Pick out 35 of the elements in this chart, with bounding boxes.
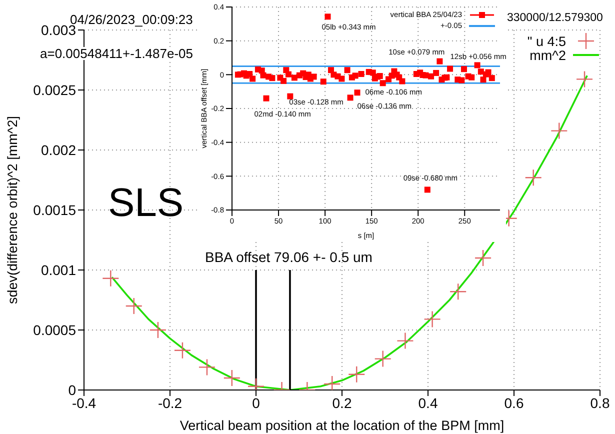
y-tick-label: 0.001 [40, 262, 76, 278]
y-axis-title: sdev(difference orbit)^2 [mm^2] [4, 116, 20, 304]
point [348, 366, 366, 383]
x-tick-label: 0.6 [504, 394, 524, 411]
legend-label: mm^2 [530, 48, 566, 62]
y-tick-label: 0.0015 [33, 202, 76, 218]
x-tick-label: 0.4 [418, 394, 438, 411]
point [149, 321, 167, 339]
legend-label: " u 4:5 [527, 34, 566, 48]
point [125, 297, 142, 315]
y-tick-label: 0.0025 [33, 82, 76, 98]
x-tick-label: 0 [252, 394, 260, 411]
y-tick-label: 0.0005 [33, 322, 76, 338]
point [396, 332, 414, 350]
x-tick-label: 0.2 [332, 394, 352, 411]
point [223, 369, 241, 387]
point [450, 283, 467, 300]
point [424, 310, 441, 328]
text: 330000/12.579300 [507, 12, 603, 24]
point [374, 350, 392, 368]
point [102, 270, 120, 287]
x-tick-label: 0.8 [590, 394, 610, 411]
annotation: SLS [108, 181, 184, 225]
annotation: BBA offset 79.06 +- 0.5 um [205, 249, 372, 265]
point [198, 358, 216, 376]
annotation: a=0.00548411+-1.487e-05 [40, 46, 194, 61]
point [576, 70, 594, 88]
point [550, 122, 568, 140]
y-tick-label: 0.002 [40, 142, 76, 158]
x-axis-title: Vertical beam position at the location of the BPM [mm] [180, 418, 504, 433]
point [524, 169, 542, 186]
point [474, 249, 492, 267]
x-tick-label: -0.2 [158, 394, 182, 411]
point [324, 375, 341, 390]
point [174, 342, 192, 359]
